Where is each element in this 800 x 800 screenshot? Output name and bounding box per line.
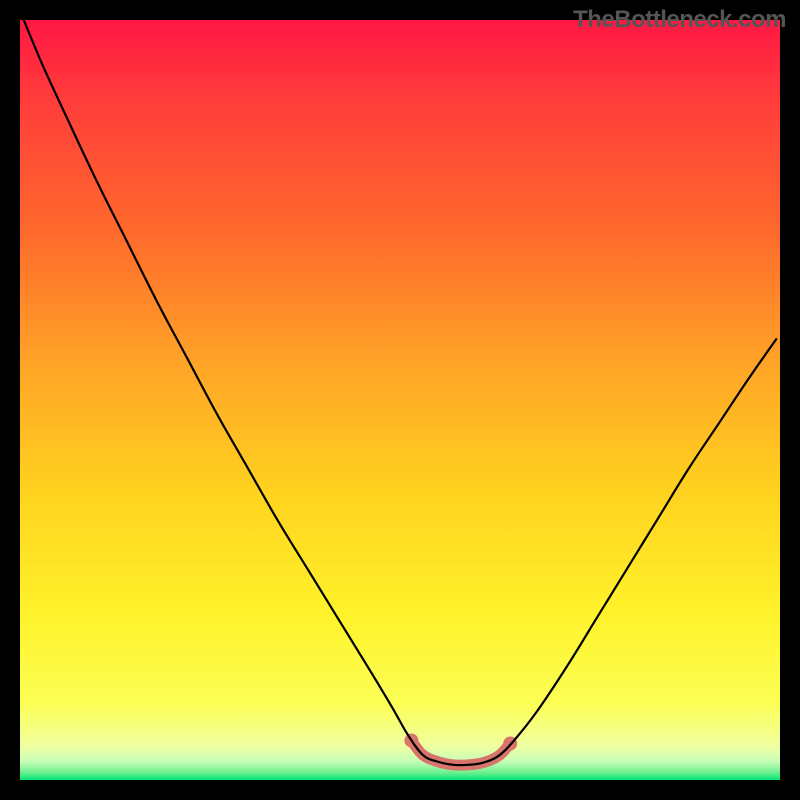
chart-svg [0,0,800,800]
plot-background [20,20,780,780]
watermark-label: TheBottleneck.com [573,6,786,34]
bottleneck-chart: TheBottleneck.com [0,0,800,800]
